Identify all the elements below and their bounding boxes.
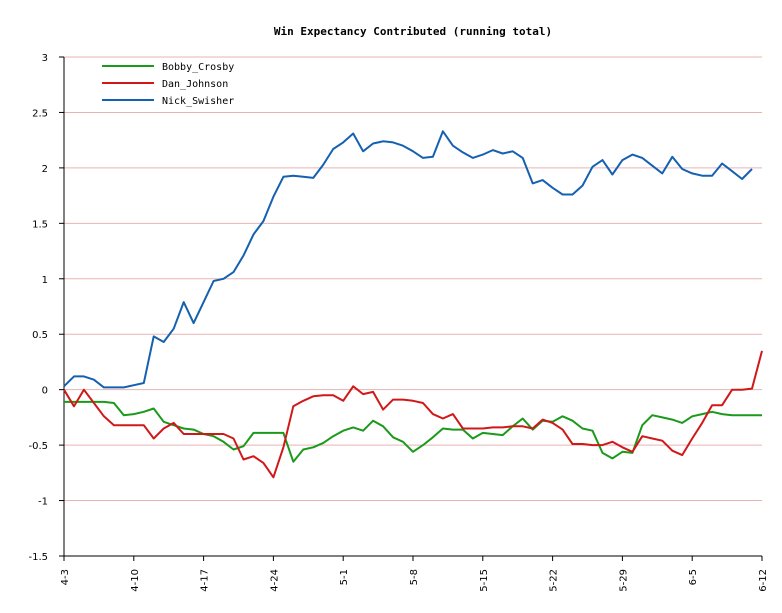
legend-label: Nick_Swisher xyxy=(162,96,234,107)
y-tick-label: 2.5 xyxy=(32,108,48,119)
grid xyxy=(59,56,762,557)
series-line-dan-johnson xyxy=(63,350,763,479)
y-tick-label: 0.5 xyxy=(32,330,48,341)
x-tick-labels: 4-3 4-10 4-17 4-24 5-1 5-8 5-15 5-22 5-29 6-5 6-12 xyxy=(60,569,769,592)
x-tick-label: 5-15 xyxy=(479,569,490,592)
x-tick-label: 5-29 xyxy=(618,569,629,592)
series-line-bobby-crosby xyxy=(64,400,762,463)
x-tick-label: 6-5 xyxy=(688,569,699,585)
axes xyxy=(63,57,763,561)
y-tick-label: 1 xyxy=(42,275,48,286)
series-line-nick-swisher xyxy=(63,130,753,389)
y-tick-label: 2 xyxy=(42,164,48,175)
legend-label: Bobby_Crosby xyxy=(162,62,234,73)
x-tick-label: 5-8 xyxy=(409,569,420,585)
y-tick-labels: 3 2.5 2 1.5 1 0.5 0 -0.5 -1 -1.5 xyxy=(28,53,48,563)
y-tick-label: 3 xyxy=(42,53,48,64)
y-tick-label: 0 xyxy=(42,386,48,397)
y-tick-label: -0.5 xyxy=(28,441,48,452)
legend: Bobby_Crosby Dan_Johnson Nick_Swisher xyxy=(102,62,234,107)
x-tick-label: 4-24 xyxy=(269,569,280,592)
x-tick-label: 6-12 xyxy=(758,569,769,592)
x-tick-label: 5-22 xyxy=(549,569,560,592)
x-tick-label: 5-1 xyxy=(339,569,350,585)
x-tick-label: 4-17 xyxy=(200,569,211,592)
y-tick-label: -1 xyxy=(38,497,48,508)
chart-title: Win Expectancy Contributed (running tota… xyxy=(274,25,552,38)
x-tick-label: 4-10 xyxy=(130,569,141,592)
y-tick-label: -1.5 xyxy=(28,552,48,563)
legend-label: Dan_Johnson xyxy=(162,79,228,90)
series-lines xyxy=(63,130,763,479)
x-tick-label: 4-3 xyxy=(60,569,71,585)
y-tick-label: 1.5 xyxy=(32,219,48,230)
